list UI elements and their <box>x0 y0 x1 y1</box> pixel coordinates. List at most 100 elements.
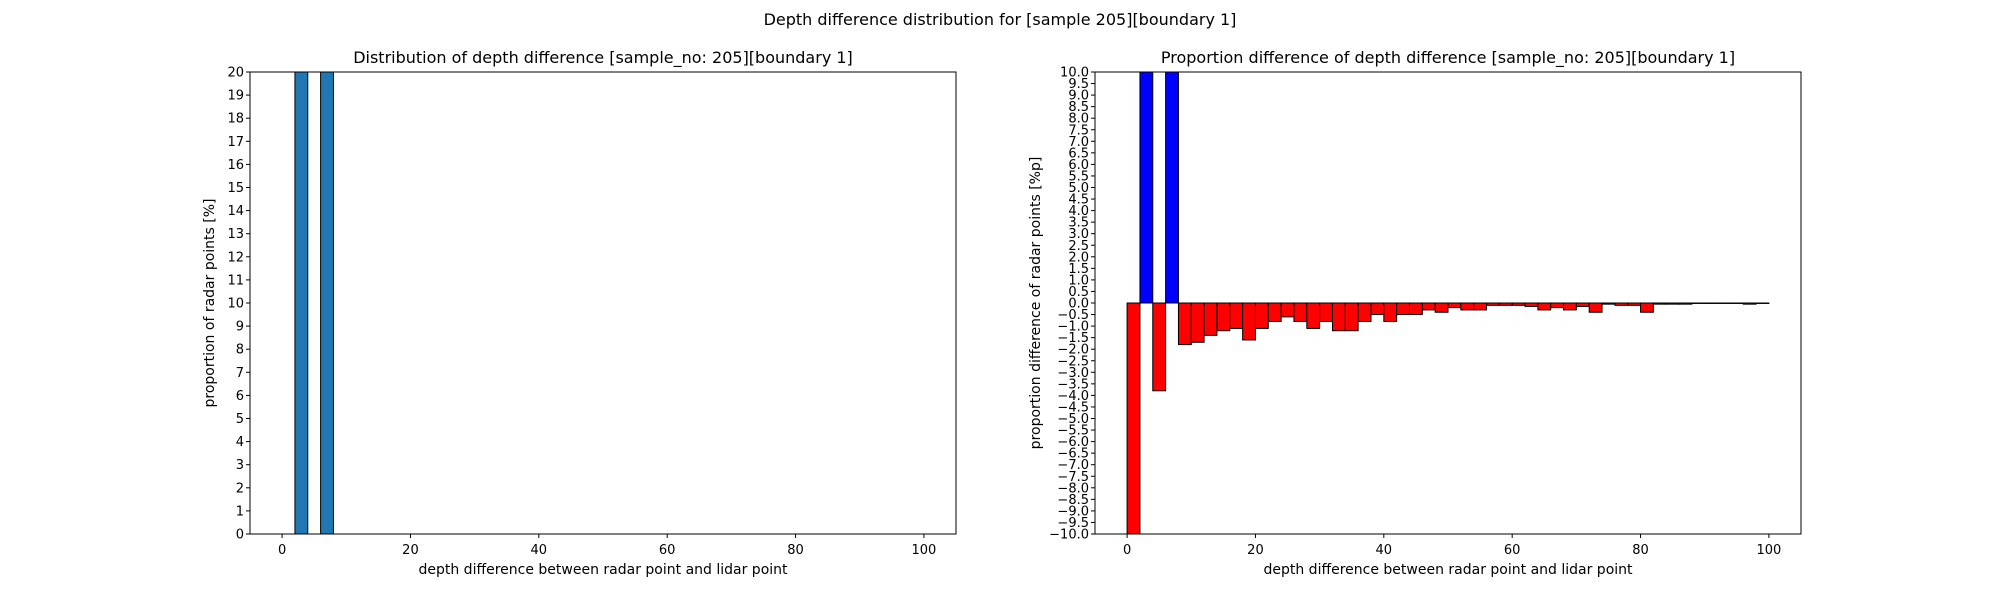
left-plot-area <box>250 72 956 534</box>
right-y-tick-label: 0.5 <box>1068 285 1089 300</box>
right-x-tick-label: 40 <box>1376 543 1393 558</box>
right-bar <box>1498 302 1513 306</box>
left-bars <box>294 71 334 535</box>
right-y-tick-label: 9.0 <box>1068 89 1089 104</box>
right-y-tick-label: −9.5 <box>1057 516 1089 531</box>
left-y-axis-label: proportion of radar points [%] <box>202 198 218 407</box>
right-x-tick-label: 20 <box>1247 543 1264 558</box>
right-y-tick-label: −3.0 <box>1057 366 1089 381</box>
right-y-tick-label: 6.5 <box>1068 146 1089 161</box>
right-bar <box>1306 302 1321 329</box>
right-bar <box>1242 302 1256 341</box>
right-bar <box>1588 302 1603 313</box>
right-bar <box>1370 302 1385 316</box>
left-y-tick-label: 16 <box>227 158 244 173</box>
right-bar <box>1357 302 1372 322</box>
right-y-tick-label: −7.5 <box>1057 470 1089 485</box>
right-y-tick-label: −1.5 <box>1057 331 1089 346</box>
right-bar <box>1460 302 1475 311</box>
right-bar <box>1383 302 1398 322</box>
right-bar <box>1203 302 1218 336</box>
left-y-tick-label: 11 <box>227 273 244 288</box>
right-subplot-title: Proportion difference of depth differenc… <box>1161 48 1735 68</box>
left-y-tick-label: 20 <box>227 66 244 81</box>
figure-suptitle: Depth difference distribution for [sampl… <box>764 10 1237 29</box>
left-x-tick-label: 80 <box>787 543 804 558</box>
right-bar <box>1319 302 1333 322</box>
right-y-tick-label: 4.5 <box>1068 193 1089 208</box>
right-y-tick-label: 1.5 <box>1068 262 1089 277</box>
right-y-tick-label: 4.0 <box>1068 204 1089 219</box>
left-y-tick-label: 18 <box>227 112 244 127</box>
right-x-ticks: 0 20 40 60 80 100 <box>1123 534 1781 558</box>
right-x-tick-label: 80 <box>1632 543 1649 558</box>
right-y-tick-label: 10.0 <box>1060 66 1089 81</box>
right-plot-frame <box>1094 71 1802 535</box>
right-bar <box>1473 302 1488 311</box>
right-bar <box>1396 302 1410 316</box>
right-y-tick-label: 2.0 <box>1068 250 1089 265</box>
right-y-tick-label: −0.5 <box>1057 308 1089 323</box>
left-y-tick-label: 6 <box>236 389 244 404</box>
left-y-tick-label: 4 <box>236 435 244 450</box>
left-x-tick-label: 40 <box>531 543 548 558</box>
right-bar <box>1486 302 1500 306</box>
right-y-tick-label: 3.0 <box>1068 227 1089 242</box>
right-y-tick-label: −6.5 <box>1057 447 1089 462</box>
right-bar <box>1293 302 1308 322</box>
right-y-ticks: −10.0−9.5−9.0−8.5−8.0−7.5−7.0−6.5−6.0−5.… <box>1049 66 1095 543</box>
left-y-tick-label: 3 <box>236 458 244 473</box>
right-bar <box>1614 302 1629 306</box>
right-y-tick-label: −9.0 <box>1057 504 1089 519</box>
right-y-tick-label: 1.0 <box>1068 273 1089 288</box>
right-bar <box>1511 302 1526 306</box>
left-x-tick-label: 100 <box>911 543 936 558</box>
right-bar <box>1640 302 1654 313</box>
left-y-tick-label: 9 <box>236 320 244 335</box>
right-bar <box>1678 302 1693 305</box>
right-y-tick-label: 7.0 <box>1068 135 1089 150</box>
right-bar <box>1447 302 1462 309</box>
left-y-tick-label: 8 <box>236 343 244 358</box>
right-y-tick-label: 2.5 <box>1068 239 1089 254</box>
right-y-tick-label: −5.5 <box>1057 424 1089 439</box>
right-y-tick-label: 5.0 <box>1068 181 1089 196</box>
left-y-tick-label: 7 <box>236 366 244 381</box>
right-bar <box>1652 302 1667 305</box>
left-x-axis-label: depth difference between radar point and… <box>418 562 788 578</box>
right-y-tick-label: 8.5 <box>1068 100 1089 115</box>
right-y-axis-label: proportion difference of radar points [%… <box>1028 157 1044 450</box>
right-bar <box>1550 302 1565 309</box>
right-bar <box>1742 302 1757 305</box>
right-y-tick-label: −4.0 <box>1057 389 1089 404</box>
left-y-tick-label: 17 <box>227 135 244 150</box>
right-y-tick-label: 9.5 <box>1068 77 1089 92</box>
right-bar <box>1229 302 1244 329</box>
right-bar <box>1267 302 1282 322</box>
left-y-tick-label: 1 <box>236 504 244 519</box>
right-y-tick-label: 6.0 <box>1068 158 1089 173</box>
right-y-tick-label: 3.5 <box>1068 216 1089 231</box>
right-bar <box>1165 71 1179 304</box>
right-bar <box>1139 71 1154 304</box>
left-y-tick-label: 0 <box>236 528 244 543</box>
right-bar <box>1537 302 1552 311</box>
left-x-tick-label: 0 <box>278 543 286 558</box>
left-y-tick-label: 2 <box>236 481 244 496</box>
left-y-tick-label: 15 <box>227 181 244 196</box>
right-bar <box>1601 302 1616 305</box>
left-y-tick-label: 13 <box>227 227 244 242</box>
right-y-tick-label: −1.0 <box>1057 320 1089 335</box>
right-y-tick-label: 5.5 <box>1068 169 1089 184</box>
right-bar <box>1665 302 1680 305</box>
right-bar <box>1421 302 1436 311</box>
left-y-tick-label: 5 <box>236 412 244 427</box>
right-x-tick-label: 60 <box>1504 543 1521 558</box>
right-y-tick-label: −8.0 <box>1057 481 1089 496</box>
right-bar <box>1627 302 1642 306</box>
right-y-tick-label: 0.0 <box>1068 297 1089 312</box>
left-y-tick-label: 14 <box>227 204 244 219</box>
right-y-tick-label: 8.0 <box>1068 112 1089 127</box>
right-x-tick-label: 100 <box>1756 543 1781 558</box>
